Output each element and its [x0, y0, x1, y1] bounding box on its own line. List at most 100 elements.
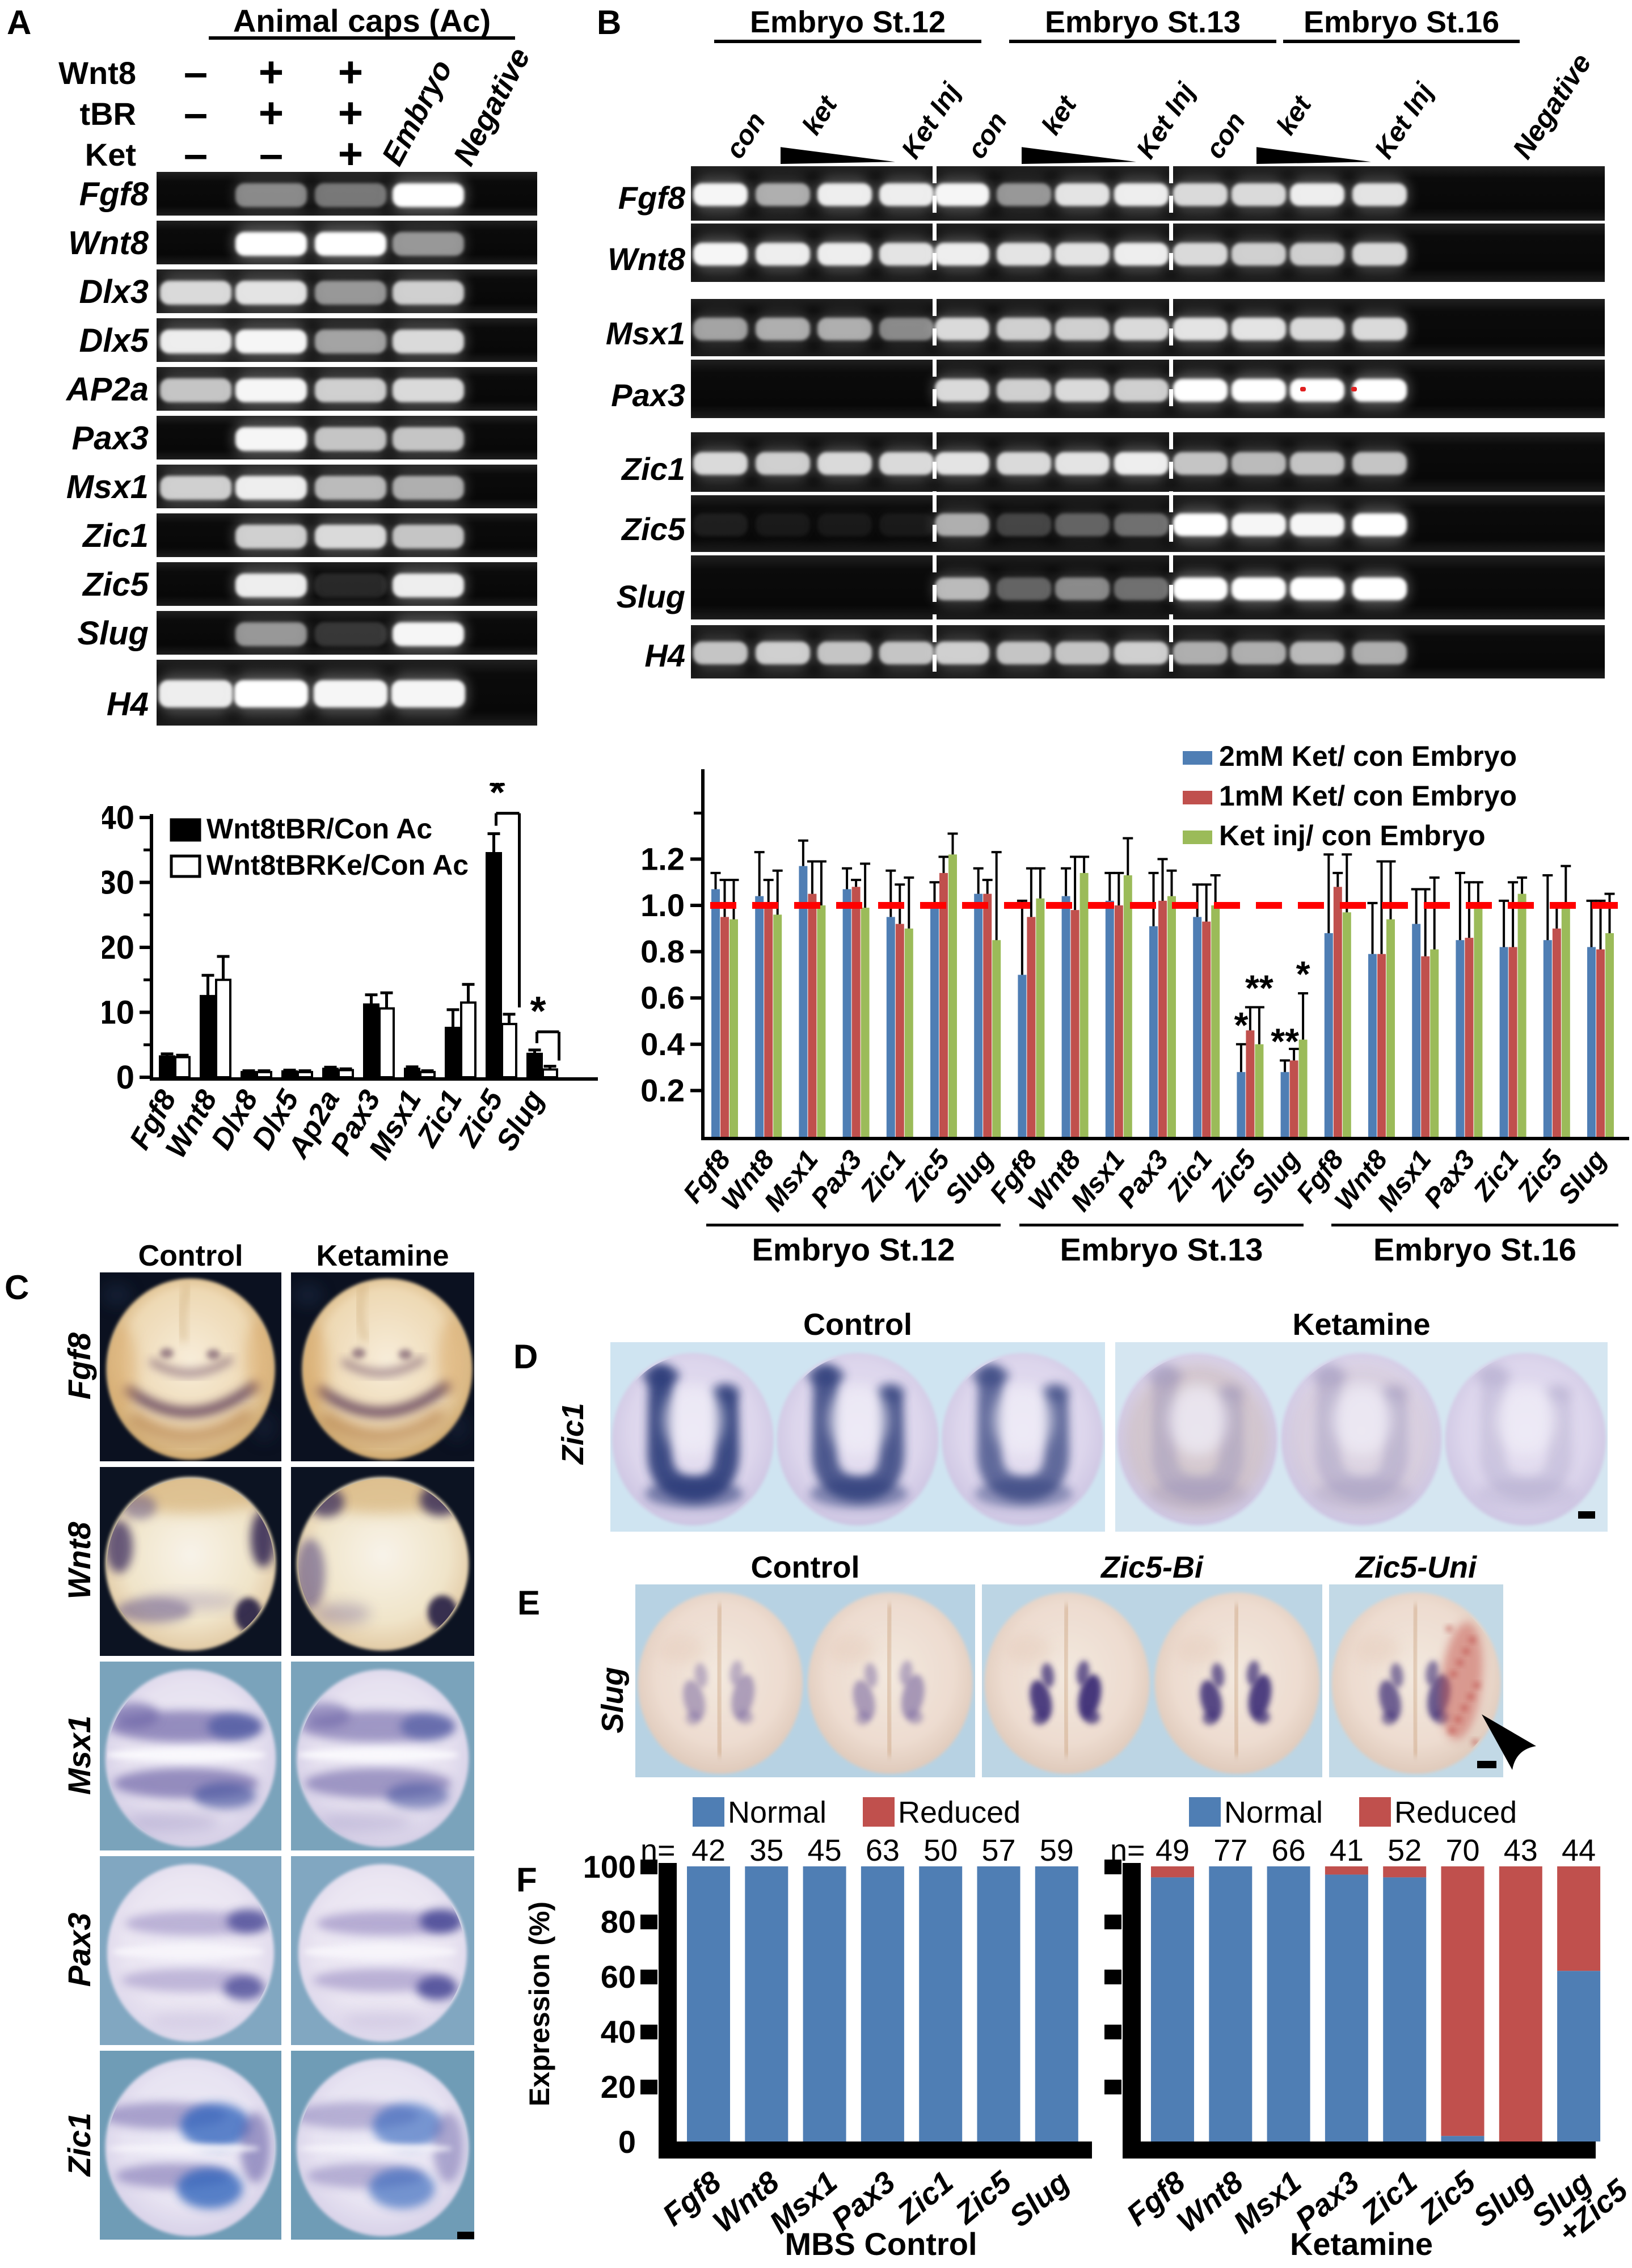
bar-Msx1-g0-s0: [799, 866, 808, 1137]
gel-band: [879, 183, 934, 206]
bar-Fgf8-g0-s0: [711, 889, 720, 1137]
gel-band: [935, 242, 989, 265]
gel-band: [1290, 378, 1344, 402]
gel-band: [1114, 513, 1169, 536]
bar-Fgf8-g0-s1: [720, 917, 729, 1137]
sig-asterisk: *: [489, 783, 505, 816]
bar-Zic1-g2-s1: [1508, 947, 1517, 1137]
bar-Pax3-0: [363, 1003, 379, 1079]
stain-blob: [246, 1318, 273, 1398]
stain-layer: [1289, 1363, 1434, 1515]
shape-rect: [659, 2141, 1092, 2159]
gel-band: [315, 329, 386, 353]
condition-label-wnt8: Wnt8: [58, 55, 136, 91]
gel-band: [235, 427, 307, 451]
stacked-bar-normal-1: [1209, 1866, 1253, 2141]
legend-label-normal: Normal: [728, 1795, 826, 1829]
stain-blob: [223, 1976, 264, 2000]
embryo-zic1-d: [942, 1353, 1104, 1525]
gel-band: [235, 573, 307, 597]
gel-band: [879, 642, 934, 664]
gel-band: [234, 680, 308, 707]
group-separator: [1169, 555, 1173, 619]
gene-label-Pax3: Pax3: [611, 377, 685, 413]
panel-a-title-underline: [209, 36, 515, 40]
sig-asterisk: *: [1234, 1005, 1248, 1046]
bar-Slug-g0-s0: [974, 893, 983, 1137]
shape-rect: [140, 946, 150, 949]
gel-band: [1114, 378, 1169, 402]
condition-sign: +: [338, 48, 364, 96]
stain-blob: [108, 1323, 137, 1415]
bar-Fgf8-g1-s1: [1027, 917, 1036, 1137]
legend-label-reduced: Reduced: [898, 1795, 1020, 1829]
legend-swatch-0: [170, 818, 201, 842]
bar-Dlx8-1: [256, 1070, 272, 1078]
gel-row-Slug: [691, 555, 1605, 619]
n-value: 35: [749, 1833, 783, 1867]
stain-layer: [107, 1702, 266, 1832]
xtick-label: Pax3: [805, 1145, 868, 1213]
stain-blob: [193, 1782, 256, 1809]
group-separator: [1169, 166, 1173, 221]
xtick-label: Zic1: [410, 1085, 469, 1153]
bar-Zic1-g1-s2: [1211, 905, 1220, 1137]
stain-layer: [298, 2102, 463, 2209]
gel-band: [1173, 378, 1228, 402]
gel-band: [1173, 513, 1228, 536]
bar-Ap2a-1: [338, 1069, 354, 1078]
group-underline-1: [1019, 1224, 1304, 1226]
panel-a-chart: 010203040Fgf8Wnt8Dlx8Dlx5Ap2aPax3Msx1Zic…: [102, 783, 598, 1165]
xtick-label: Zic1: [890, 2165, 960, 2231]
stacked-bar-reduced-3: [1325, 1866, 1368, 1875]
legend-swatch-1: [1183, 791, 1212, 804]
gel-band: [1055, 642, 1110, 664]
stain-blob: [1203, 1711, 1217, 1725]
lane-label-ketinj-2: Ket Inj: [1369, 78, 1440, 165]
gel-band-glow: [994, 507, 1053, 543]
stain-blob: [298, 1748, 459, 1761]
stain-blob: [1248, 1674, 1272, 1719]
panel-c-gene-Pax3: Pax3: [61, 1912, 97, 1987]
bar-Zic5-g0-s0: [930, 905, 939, 1137]
shape-rect: [690, 996, 701, 1000]
bar-Pax3-g1-s0: [1149, 926, 1158, 1137]
stage-header-1: Embryo St.13: [1044, 5, 1241, 39]
gel-band-glow: [1112, 507, 1171, 543]
legend-swatch-0: [1183, 751, 1212, 765]
ytick-label: 0.8: [640, 934, 685, 969]
n-value: 63: [866, 1833, 900, 1867]
condition-label-tbr: tBR: [79, 96, 136, 132]
gel-band-glow: [1053, 507, 1112, 543]
gel-row-Pax3: [157, 416, 537, 459]
gel-band: [1352, 242, 1407, 265]
gel-band: [235, 329, 307, 353]
stain-blob: [1467, 1694, 1474, 1700]
stain-blob: [737, 1710, 753, 1724]
gel-band: [997, 577, 1051, 600]
gel-band: [160, 280, 231, 305]
panel-d-gene: Zic1: [556, 1402, 590, 1465]
sig-asterisk: *: [530, 989, 546, 1034]
ytick-label: 80: [601, 1904, 636, 1940]
gel-band: [935, 577, 989, 600]
stain-blob: [1390, 1663, 1403, 1688]
gel-row-AP2a: [157, 367, 537, 411]
gel-band: [1232, 513, 1286, 536]
gel-band: [1352, 183, 1407, 206]
lane-label-ketinj-1: Ket Inj: [1131, 78, 1201, 165]
panel-f-letter: F: [516, 1861, 537, 1899]
sig-bracket-slug: *: [530, 989, 560, 1061]
bar-Dlx5-0: [281, 1070, 298, 1079]
gel-band: [315, 427, 386, 451]
stacked-bar-reduced-4: [1383, 1866, 1427, 1878]
stain-blob: [298, 2144, 453, 2153]
stacked-bar-normal-3: [1325, 1874, 1368, 2141]
group-separator: [933, 555, 937, 619]
panel-c-gene-Zic1: Zic1: [61, 2112, 97, 2176]
group-label-0: Embryo St.12: [752, 1232, 955, 1267]
gel-band: [235, 378, 307, 402]
gel-band: [1173, 642, 1228, 664]
gel-band: [1352, 452, 1407, 475]
condition-sign: –: [259, 130, 284, 178]
